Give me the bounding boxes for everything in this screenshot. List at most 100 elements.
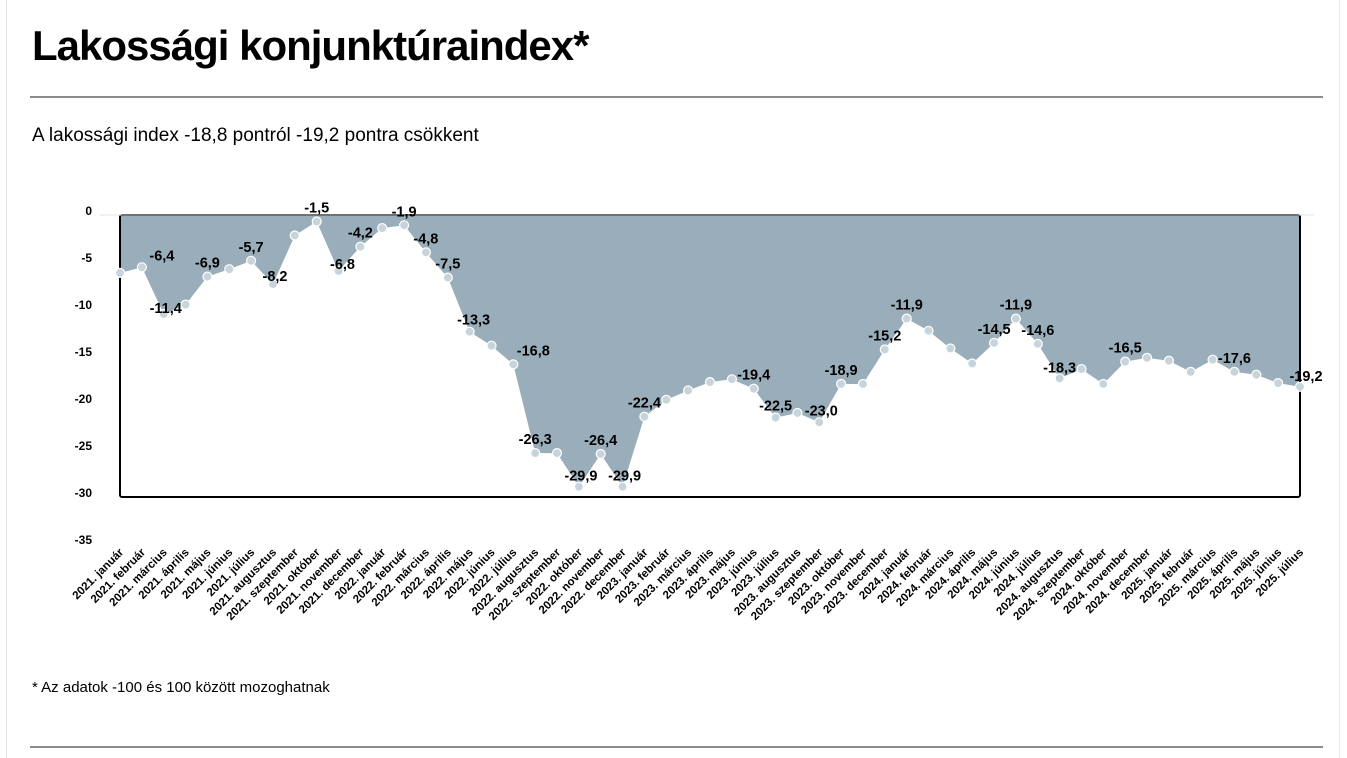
- data-label: -18,3: [1043, 360, 1076, 376]
- data-point: [792, 407, 803, 419]
- data-point: [530, 448, 541, 459]
- data-label: -17,6: [1218, 351, 1251, 367]
- y-tick-label: -5: [81, 251, 92, 265]
- data-label: -18,9: [825, 363, 858, 379]
- y-tick-label: 0: [85, 204, 92, 218]
- data-point: [901, 313, 912, 324]
- points-layer: [114, 216, 1306, 492]
- data-label: -4,8: [413, 231, 438, 247]
- data-point: [1010, 313, 1022, 324]
- area-layer: [120, 215, 1300, 487]
- data-label: -6,8: [330, 257, 355, 273]
- data-point: [180, 299, 191, 310]
- data-label: -29,9: [608, 469, 641, 485]
- data-point: [1163, 355, 1175, 366]
- data-point: [486, 340, 497, 351]
- data-point: [1054, 373, 1065, 384]
- data-label: -6,9: [195, 256, 220, 272]
- data-label: -5,7: [239, 240, 264, 256]
- data-point: [682, 385, 694, 396]
- data-label: -8,2: [263, 269, 288, 285]
- data-point: [1229, 366, 1240, 377]
- data-point: [945, 343, 956, 354]
- data-point: [1076, 364, 1087, 375]
- data-point: [202, 271, 213, 282]
- data-point: [136, 262, 147, 273]
- data-label: -15,2: [868, 329, 901, 345]
- data-label: -22,5: [759, 399, 792, 415]
- data-label: -7,5: [435, 257, 460, 273]
- data-labels-layer: -6,4 -11,4 -6,9 -5,7 -8,2 -1,5 -6,8 -4,2 -1,9 -4,…: [149, 201, 1322, 485]
- y-tick-label: -35: [75, 533, 93, 547]
- data-point: [835, 378, 847, 390]
- data-point: [464, 326, 475, 337]
- data-label: -19,2: [1289, 369, 1322, 385]
- data-point: [1207, 354, 1218, 365]
- data-point: [333, 265, 344, 277]
- data-point: [573, 481, 585, 492]
- data-label: -6,4: [149, 248, 174, 264]
- data-point: [508, 359, 519, 370]
- title-divider: [30, 96, 1323, 98]
- data-label: -11,4: [150, 301, 182, 317]
- page-title: Lakossági konjunktúraindex*: [32, 22, 589, 69]
- data-point: [661, 394, 672, 405]
- series-area: [120, 215, 1300, 487]
- slide-frame: [6, 0, 1340, 758]
- data-point: [442, 272, 453, 283]
- data-point: [617, 481, 628, 492]
- data-point: [814, 417, 825, 428]
- data-point: [355, 241, 366, 252]
- data-point: [224, 264, 235, 275]
- y-tick-label: -30: [75, 486, 93, 500]
- data-label: -11,9: [891, 298, 923, 314]
- data-point: [289, 230, 300, 241]
- data-label: -29,9: [564, 469, 597, 485]
- plot-frame-layer: [100, 214, 1314, 498]
- data-point: [595, 448, 606, 460]
- data-point: [1251, 369, 1262, 380]
- data-point: [1294, 381, 1306, 392]
- data-point: [158, 308, 169, 320]
- data-label: -22,4: [628, 396, 661, 412]
- data-label: -1,5: [304, 201, 329, 217]
- data-point: [311, 216, 322, 227]
- data-point: [923, 325, 934, 336]
- y-tick-label: -10: [75, 298, 93, 312]
- data-label: -14,6: [1021, 323, 1054, 339]
- data-label: -16,5: [1109, 341, 1142, 357]
- data-point: [879, 344, 890, 355]
- data-label: -19,4: [737, 368, 770, 384]
- data-point: [267, 279, 279, 290]
- data-label: -26,3: [519, 432, 552, 448]
- data-point: [551, 448, 563, 459]
- data-point: [726, 374, 738, 385]
- data-point: [704, 377, 716, 388]
- footnote: * Az adatok -100 és 100 között mozoghatn…: [32, 679, 330, 696]
- data-label: -1,9: [392, 204, 417, 220]
- data-point: [770, 412, 781, 423]
- data-point: [748, 383, 759, 394]
- y-tick-label: -20: [75, 392, 93, 406]
- data-point: [420, 247, 431, 258]
- chart-subtitle: A lakossági index -18,8 pontról -19,2 po…: [32, 125, 479, 146]
- data-label: -4,2: [348, 226, 373, 242]
- data-point: [114, 267, 126, 278]
- data-point: [639, 411, 650, 422]
- bottom-divider: [30, 746, 1323, 748]
- data-point: [1272, 378, 1284, 389]
- data-label: -14,5: [978, 322, 1011, 338]
- data-point: [857, 378, 869, 390]
- data-point: [246, 255, 257, 266]
- data-point: [1120, 356, 1131, 367]
- data-point: [1185, 366, 1196, 377]
- y-tick-label: -25: [75, 439, 93, 453]
- data-label: -26,4: [584, 433, 617, 449]
- data-label: -23,0: [805, 403, 838, 419]
- data-point: [1032, 338, 1043, 349]
- y-tick-label: -15: [75, 345, 93, 359]
- data-point: [1098, 378, 1109, 390]
- data-point: [1141, 352, 1153, 363]
